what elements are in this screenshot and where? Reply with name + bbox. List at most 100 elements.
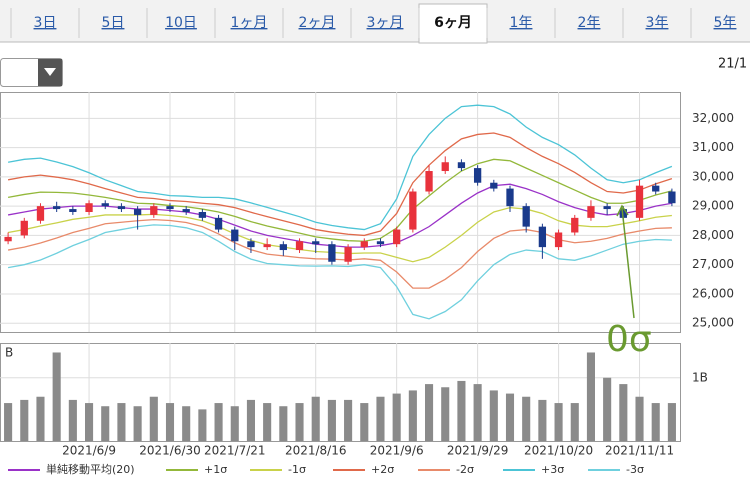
volume-bar [20, 399, 29, 441]
band-line [7, 132, 673, 237]
candle-body [587, 206, 595, 218]
legend-label: -3σ [626, 463, 644, 476]
tab[interactable]: 6ヶ月 [434, 15, 472, 31]
y-tick-label: 30,000 [692, 169, 734, 183]
candle-body [393, 229, 401, 245]
x-tick-label: 2021/8/16 [285, 444, 347, 458]
x-tick-label: 2021/9/6 [370, 444, 424, 458]
candle-body [328, 244, 336, 262]
volume-bar [68, 399, 77, 441]
volume-bar [667, 403, 676, 441]
candle-body [198, 212, 207, 218]
volume-bar [473, 384, 482, 441]
candle-body [457, 162, 466, 169]
volume-unit-label: B [5, 346, 13, 360]
tab[interactable]: 2ヶ月 [299, 15, 336, 31]
candle-body [473, 168, 482, 183]
annotation: 0σ [606, 319, 652, 360]
volume-panel [0, 343, 681, 442]
candle-body [652, 185, 660, 192]
volume-bar [311, 396, 320, 441]
candle-body [53, 206, 61, 210]
volume-bar [295, 403, 304, 441]
tab[interactable]: 3ヶ月 [367, 15, 404, 31]
volume-bar [408, 390, 417, 441]
tab[interactable]: 10日 [165, 15, 197, 31]
candle-body [506, 188, 514, 207]
tab[interactable]: 3年 [646, 15, 669, 31]
candle-body [214, 217, 223, 230]
x-tick-label: 2021/6/9 [62, 444, 116, 458]
volume-bar [554, 403, 563, 441]
x-tick-label: 2021/10/20 [524, 444, 593, 458]
candle-body [36, 206, 45, 221]
volume-bar [133, 406, 142, 441]
candle-body [247, 241, 255, 248]
candle-body [344, 247, 352, 262]
y-tick-label: 28,000 [692, 228, 734, 242]
candle-body [101, 203, 109, 207]
volume-bar [117, 403, 126, 441]
volume-bar [505, 393, 515, 441]
candle-body [133, 209, 142, 215]
volume-bar [586, 352, 595, 441]
legend-label: 単純移動平均(20) [46, 462, 135, 476]
volume-bar [214, 403, 223, 441]
y-tick-label: 29,000 [692, 199, 734, 213]
candle-body [20, 220, 28, 236]
period-label: 21/1 [718, 57, 747, 72]
volume-bar [4, 403, 13, 441]
volume-bar [425, 384, 434, 441]
candle-body [603, 206, 611, 210]
volume-bar [279, 406, 288, 441]
tab[interactable]: 5日 [102, 15, 125, 31]
x-tick-label: 2021/11/11 [605, 444, 674, 458]
volume-bar [360, 403, 369, 441]
band-line [7, 104, 673, 231]
dropdown-arrow [44, 68, 56, 76]
volume-bar [619, 384, 628, 441]
tab[interactable]: 1ヶ月 [231, 15, 268, 31]
candle-body [360, 241, 368, 248]
candle-body [312, 241, 320, 245]
legend-label: -1σ [288, 463, 306, 476]
candle-body [538, 226, 547, 248]
volume-bar [489, 390, 498, 441]
tab[interactable]: 5年 [714, 15, 737, 31]
x-tick-label: 2021/6/30 [139, 444, 201, 458]
volume-bar [198, 409, 207, 441]
volume-bar [570, 403, 579, 441]
x-tick-label: 2021/7/21 [204, 444, 266, 458]
candle-body [635, 185, 644, 218]
volume-bar [457, 380, 466, 441]
volume-bar [344, 399, 353, 441]
candle-body [117, 206, 126, 210]
tab[interactable]: 1年 [510, 15, 533, 31]
tab[interactable]: 3日 [34, 15, 57, 31]
legend-label: -2σ [456, 463, 474, 476]
volume-bar [263, 403, 272, 441]
y-tick-label: 25,000 [692, 316, 734, 330]
volume-bar [392, 393, 401, 441]
volume-bar [52, 352, 61, 441]
candle-body [295, 241, 304, 251]
volume-bar [376, 396, 385, 441]
candle-body [522, 206, 530, 227]
candle-body [279, 244, 287, 251]
y-tick-label: 31,000 [692, 140, 734, 154]
volume-bar [603, 377, 612, 441]
y-tick-label: 27,000 [692, 257, 734, 271]
volume-bar [538, 399, 547, 441]
volume-bar [651, 403, 660, 441]
candle-body [263, 244, 271, 248]
candle-body [150, 206, 158, 215]
volume-bar [101, 406, 110, 441]
candle-body [441, 162, 449, 172]
volume-bar [149, 396, 158, 441]
band-line [7, 158, 673, 242]
tab[interactable]: 2年 [578, 15, 601, 31]
candle-body [376, 241, 385, 245]
candle-body [166, 206, 174, 210]
volume-bar [182, 406, 191, 441]
